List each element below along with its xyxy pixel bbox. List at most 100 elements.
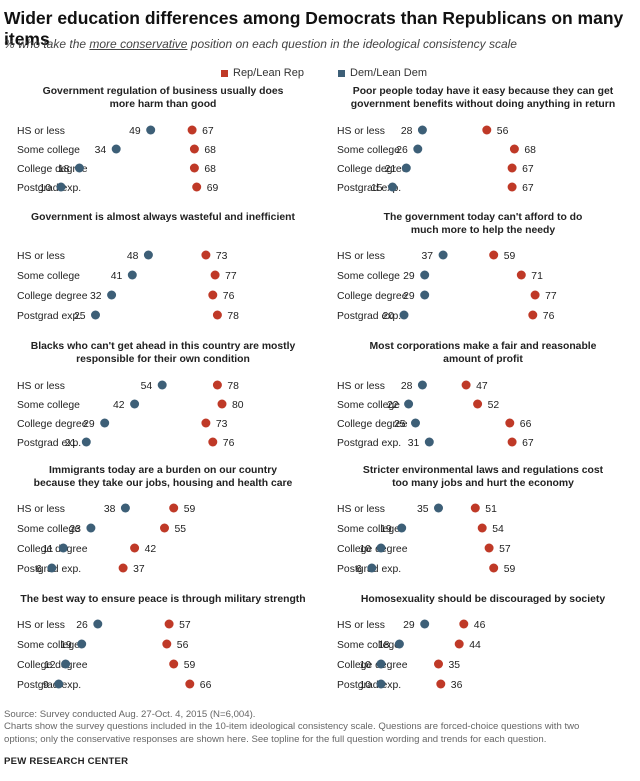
category-label: College degree [17,419,88,430]
chart-panel: Poor people today have it easy because t… [337,86,615,194]
legend-rep-swatch [221,69,228,77]
rep-dot [201,418,211,428]
chart-title-line: much more to help the needy [411,225,556,236]
dem-value-label: 34 [95,145,107,156]
org-name: PEW RESEARCH CENTER [4,756,129,767]
rep-value-label: 68 [204,164,216,175]
category-label: HS or less [337,381,385,392]
category-label: HS or less [17,126,65,137]
rep-dot [162,639,172,649]
rep-dot [461,380,471,390]
rep-dot [473,399,483,409]
category-label: HS or less [17,620,65,631]
category-label: Postgrad exp. [337,311,401,322]
dem-dot [376,659,386,669]
dem-value-label: 21 [385,164,397,175]
rep-value-label: 57 [179,620,191,631]
rep-dot [507,163,517,173]
dem-value-label: 10 [39,183,51,194]
dem-dot [376,679,386,689]
dem-value-label: 11 [43,544,54,555]
legend-dem: Dem/Lean Dem [338,67,427,79]
rep-value-label: 71 [531,271,543,282]
dem-dot [376,543,386,553]
source-line-2: Charts show the survey questions include… [4,721,580,733]
chart-title-line: The government today can't afford to do [384,212,583,223]
rep-dot [509,144,519,154]
category-label: College degree [337,660,408,671]
dem-value-label: 18 [58,164,70,175]
dem-value-label: 31 [408,438,420,449]
rep-dot [436,679,446,689]
rep-value-label: 35 [449,660,461,671]
dem-value-label: 42 [113,400,125,411]
rep-dot [201,250,211,260]
rep-dot [208,290,218,300]
dem-dot [86,523,96,533]
rep-dot [477,523,487,533]
rep-dot [528,310,538,320]
rep-dot [185,679,195,689]
dem-dot [54,679,64,689]
rep-dot [169,659,179,669]
rep-value-label: 47 [476,381,488,392]
category-label: Some college [337,271,400,282]
category-label: HS or less [337,126,385,137]
rep-value-label: 52 [488,400,500,411]
dem-dot [411,418,420,428]
dem-dot [420,619,430,629]
dem-value-label: 48 [127,251,139,262]
rep-value-label: 59 [504,251,516,262]
subtitle-before: % who take the [4,37,90,51]
chart-title-line: more harm than good [110,99,217,110]
dem-value-label: 9 [43,680,49,691]
dem-dot [130,399,140,409]
rep-value-label: 76 [223,291,235,302]
rep-value-label: 44 [469,640,481,651]
dem-dot [413,144,423,154]
dem-value-label: 49 [129,126,141,137]
rep-dot [489,563,499,573]
dem-dot [424,437,434,447]
category-label: HS or less [17,504,65,515]
category-label: Some college [17,640,80,651]
rep-dot [189,163,199,173]
dem-value-label: 19 [60,640,72,651]
rep-dot [208,437,218,447]
dem-value-label: 10 [359,544,371,555]
dem-dot [100,418,110,428]
dem-dot [157,380,167,390]
rep-value-label: 80 [232,400,244,411]
category-label: Some college [17,145,80,156]
rep-dot [187,125,197,135]
chart-title-line: Government regulation of business usuall… [43,86,284,97]
dem-dot [434,503,443,513]
rep-value-label: 67 [202,126,214,137]
chart-panel: Government is almost always wasteful and… [17,212,295,322]
chart-panel: Homosexuality should be discouraged by s… [337,594,605,691]
dem-dot [127,270,137,280]
rep-dot [210,270,220,280]
rep-dot [164,619,174,629]
chart-title-line: Stricter environmental laws and regulati… [363,465,604,476]
rep-value-label: 68 [204,145,216,156]
dem-dot [47,563,57,573]
category-label: Some college [17,400,80,411]
dem-value-label: 29 [403,620,415,631]
category-label: College degree [17,544,88,555]
dem-value-label: 29 [83,419,95,430]
dem-value-label: 19 [380,524,392,535]
dem-dot [401,163,411,173]
dem-value-label: 23 [69,524,81,535]
dem-value-label: 15 [371,183,383,194]
chart-panel: Immigrants today are a burden on our cou… [17,465,293,575]
dem-value-label: 41 [111,271,123,282]
dem-dot [77,639,87,649]
source-line-1: Source: Survey conducted Aug. 27-Oct. 4,… [4,709,256,720]
category-label: College degree [17,291,88,302]
dem-dot [61,659,71,669]
category-label: HS or less [337,620,385,631]
category-label: Postgrad exp. [17,438,81,449]
rep-value-label: 56 [177,640,189,651]
